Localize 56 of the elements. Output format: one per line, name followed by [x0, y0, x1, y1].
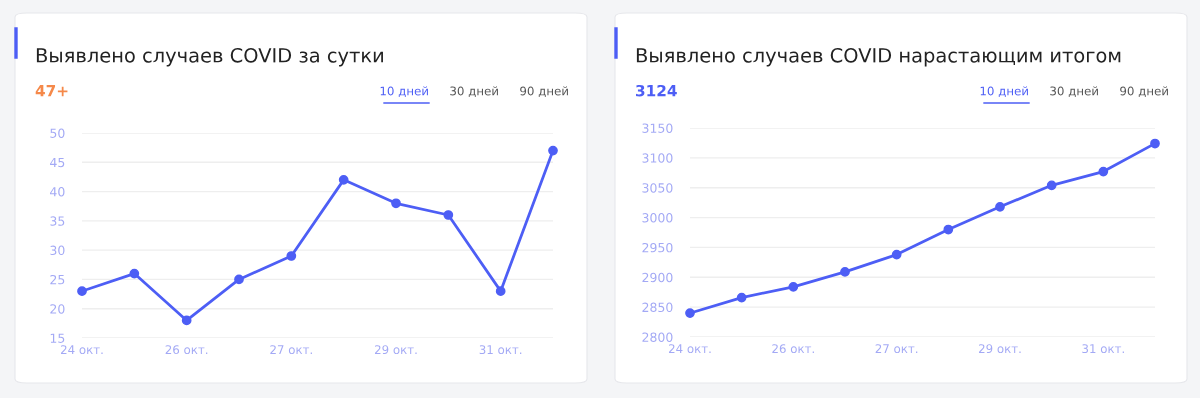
y-tick-label: 40 — [50, 187, 65, 197]
point — [495, 286, 506, 297]
point — [891, 249, 902, 260]
y-tick-label: 3050 — [642, 183, 673, 193]
chart-title: Выявлено случаев COVID нарастающим итогом — [636, 47, 1121, 67]
point — [391, 198, 401, 209]
point — [840, 267, 850, 277]
y-tick-label: 35 — [50, 216, 65, 226]
x-tick-label: 24 окт. — [668, 344, 711, 354]
point — [443, 210, 454, 220]
x-tick-label: 29 окт. — [374, 345, 417, 355]
y-tick-label: 3100 — [642, 153, 673, 163]
point — [736, 292, 747, 303]
x-tick-label: 24 окт. — [60, 345, 103, 355]
x-tick-label: 27 окт. — [875, 344, 918, 354]
point — [943, 224, 954, 235]
x-tick-label: 31 окт. — [1082, 344, 1124, 354]
y-tick-label: 2850 — [642, 302, 673, 313]
y-tick-label: 45 — [50, 157, 65, 168]
point — [548, 145, 558, 156]
y-tick-label: 2950 — [642, 242, 673, 253]
point — [129, 268, 140, 279]
point — [286, 251, 297, 261]
point — [1150, 138, 1160, 149]
text: 3124 — [636, 84, 677, 97]
point — [788, 281, 799, 292]
y-tick-label: 3150 — [642, 123, 673, 133]
y-tick-label: 50 — [50, 128, 65, 138]
text: 10 дней — [380, 86, 428, 97]
y-tick-label: 2900 — [642, 272, 673, 283]
text: 47+ — [35, 85, 68, 97]
text: 30 дней — [450, 86, 498, 97]
y-tick-label: 20 — [50, 304, 65, 314]
point — [685, 308, 695, 318]
text: 10 дней — [980, 86, 1028, 97]
y-tick-label: 25 — [50, 274, 65, 285]
point — [77, 286, 87, 297]
point — [1046, 180, 1057, 191]
x-tick-label: 31 окт. — [479, 345, 522, 355]
point — [181, 315, 192, 326]
y-tick-label: 15 — [50, 333, 65, 343]
y-tick-label: 3000 — [642, 213, 673, 223]
point — [1098, 166, 1109, 177]
point — [995, 201, 1005, 212]
y-tick-label: 2800 — [642, 332, 673, 342]
point — [338, 174, 349, 185]
x-tick-label: 27 окт. — [270, 345, 312, 355]
text: 30 дней — [1050, 86, 1098, 97]
text: 90 дней — [520, 86, 568, 97]
point — [234, 274, 244, 285]
y-tick-label: 30 — [50, 245, 65, 256]
x-tick-label: 26 окт. — [772, 344, 814, 354]
x-tick-label: 29 окт. — [978, 344, 1021, 354]
chart-title: Выявлено случаев COVID за сутки — [36, 47, 383, 67]
x-tick-label: 26 окт. — [165, 345, 208, 355]
text: 90 дней — [1120, 86, 1168, 97]
